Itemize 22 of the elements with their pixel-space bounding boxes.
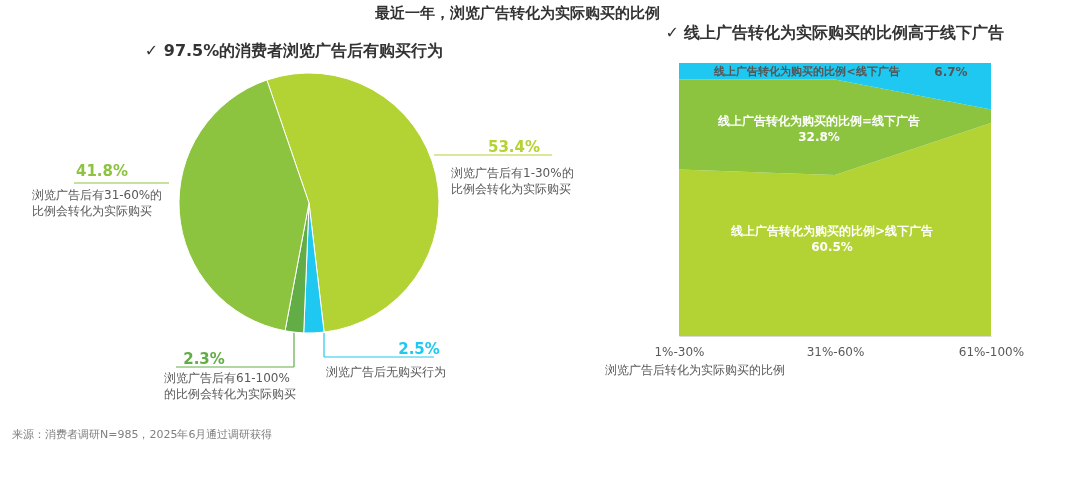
slice-label: 浏览广告后有61-100%的比例会转化为实际购买 [164,371,296,401]
slice-label: 浏览广告后有31-60%的比例会转化为实际购买 [32,188,163,218]
series-label: 线上广告转化为购买的比例>线下广告 [729,224,934,238]
annotation: 60.5% [811,240,853,254]
x-tick-label: 31%-60% [806,344,865,359]
data-label: 2.3% [183,350,225,368]
data-label: 2.5% [398,340,440,358]
chart-subtitle: ✓ 97.5%的消费者浏览广告后有购买行为 [144,41,444,60]
chart-title: 最近一年，浏览广告转化为实际购买的比例 [374,4,661,22]
data-label: 41.8% [75,162,129,180]
series-label: 线上广告转化为购买的比例=线下广告 [716,114,921,128]
x-tick-label: 1%-30% [654,344,705,359]
slice-label: 浏览广告后有1-30%的比例会转化为实际购买 [451,166,574,196]
x-axis-title: 浏览广告后转化为实际购买的比例 [604,362,785,377]
x-tick-label: 61%-100% [958,344,1025,359]
annotation: 6.7% [934,65,968,79]
slice-label: 浏览广告后无购买行为 [326,365,446,379]
source-note: 来源：消费者调研N=985，2025年6月通过调研获得 [12,428,273,441]
series-label: 线上广告转化为购买的比例<线下广告 [713,65,900,78]
annotation: 32.8% [798,130,840,144]
chart-title: ✓ 线上广告转化为实际购买的比例高于线下广告 [665,23,1005,42]
data-label: 53.4% [487,138,541,156]
